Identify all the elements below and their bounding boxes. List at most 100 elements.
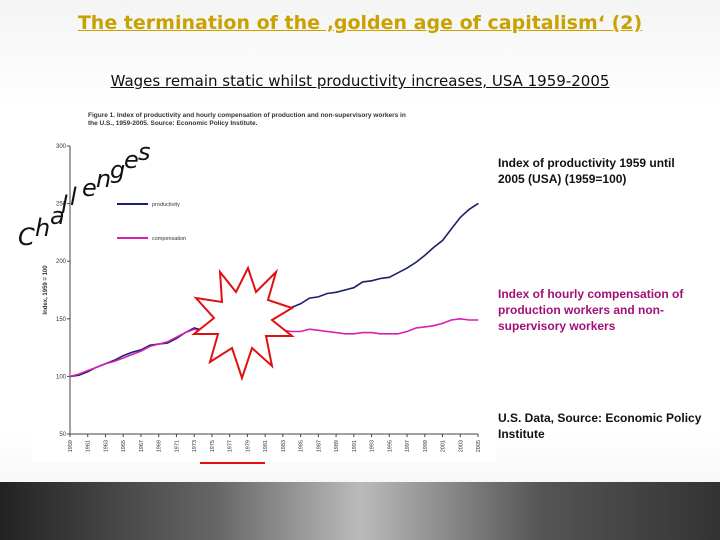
- x-tick-label: 1983: [281, 440, 287, 452]
- data-point-compensation: [397, 333, 399, 335]
- x-tick-label: 1989: [334, 440, 340, 452]
- data-point-productivity: [433, 246, 435, 248]
- figure-caption-line1: Figure 1. Index of productivity and hour…: [88, 112, 406, 119]
- data-point-compensation: [362, 332, 364, 334]
- x-tick-label: 1971: [174, 440, 180, 452]
- data-point-compensation: [308, 328, 311, 330]
- data-point-compensation: [166, 341, 169, 343]
- data-point-productivity: [344, 289, 346, 291]
- data-point-productivity: [362, 281, 364, 283]
- annotation-productivity: Index of productivity 1959 until 2005 (U…: [498, 156, 675, 186]
- data-point-compensation: [87, 370, 89, 372]
- x-tick-label: 1963: [103, 440, 109, 452]
- data-point-compensation: [300, 330, 302, 333]
- data-point-compensation: [477, 319, 479, 321]
- data-point-compensation: [459, 318, 461, 320]
- data-point-compensation: [175, 336, 178, 338]
- data-point-productivity: [441, 239, 444, 242]
- x-tick-label: 1993: [370, 440, 376, 452]
- data-point-compensation: [158, 343, 160, 345]
- x-tick-label: 1965: [121, 440, 127, 452]
- slide-subtitle: Wages remain static whilst productivity …: [110, 72, 610, 90]
- data-point-compensation: [317, 329, 319, 331]
- y-tick-label: 150: [56, 317, 67, 323]
- data-point-productivity: [406, 267, 408, 269]
- data-point-compensation: [468, 319, 470, 321]
- overlay-letter: e: [124, 146, 139, 174]
- x-tick-label: 1969: [157, 440, 163, 452]
- data-point-compensation: [353, 333, 355, 335]
- x-tick-label: 2005: [476, 440, 482, 452]
- x-tick-label: 1981: [263, 440, 269, 452]
- figure-caption: Figure 1. Index of productivity and hour…: [88, 112, 468, 128]
- x-tick-label: 1979: [245, 440, 251, 452]
- data-point-compensation: [184, 332, 186, 334]
- figure-caption-line2: the U.S., 1959-2005. Source: Economic Po…: [88, 120, 258, 127]
- data-point-productivity: [459, 216, 461, 219]
- data-point-compensation: [388, 333, 390, 335]
- data-point-compensation: [96, 366, 98, 368]
- x-tick-label: 1999: [423, 440, 429, 452]
- annotation-compensation: Index of hourly compensation of producti…: [498, 287, 684, 333]
- data-point-compensation: [433, 325, 435, 327]
- data-point-compensation: [424, 326, 426, 328]
- data-point-productivity: [122, 355, 124, 357]
- slide-title: The termination of the ‚golden age of ca…: [77, 12, 643, 34]
- overlay-letter: h: [35, 214, 50, 242]
- data-point-productivity: [477, 203, 479, 205]
- x-tick-label: 1985: [299, 440, 305, 452]
- data-point-productivity: [370, 280, 373, 282]
- overlay-letter: n: [96, 165, 111, 193]
- data-point-compensation: [69, 375, 71, 377]
- y-tick-label: 300: [56, 144, 67, 150]
- data-point-compensation: [140, 350, 142, 352]
- overlay-letter: l: [61, 191, 68, 219]
- overlay-letter: a: [50, 202, 65, 230]
- data-point-compensation: [149, 345, 151, 348]
- data-point-compensation: [131, 353, 133, 356]
- data-point-compensation: [370, 332, 373, 334]
- data-point-productivity: [388, 276, 390, 278]
- x-tick-label: 1973: [192, 440, 198, 452]
- data-point-compensation: [406, 330, 408, 333]
- data-point-compensation: [78, 373, 80, 375]
- data-point-productivity: [397, 272, 399, 274]
- data-point-compensation: [193, 328, 195, 330]
- data-point-compensation: [291, 330, 293, 333]
- x-tick-label: 1961: [86, 440, 92, 452]
- data-point-productivity: [415, 261, 417, 263]
- overlay-letter: l: [70, 183, 77, 211]
- x-tick-label: 1997: [405, 440, 411, 452]
- data-point-compensation: [326, 330, 328, 333]
- footer-photo-strip: [0, 482, 720, 540]
- overlay-letter: C: [18, 223, 35, 251]
- annotation-source: U.S. Data, Source: Economic Policy Insti…: [498, 411, 702, 441]
- data-point-compensation: [441, 322, 444, 325]
- data-point-compensation: [122, 357, 124, 359]
- data-point-compensation: [335, 332, 337, 334]
- data-point-productivity: [326, 292, 328, 295]
- y-tick-label: 100: [56, 374, 67, 380]
- x-tick-label: 1995: [387, 440, 393, 452]
- x-tick-label: 1959: [68, 440, 74, 452]
- x-tick-label: 1977: [228, 440, 234, 452]
- x-tick-label: 1987: [316, 440, 322, 452]
- overlay-letter: g: [110, 156, 125, 184]
- y-tick-label: 250: [56, 202, 67, 208]
- data-point-productivity: [450, 228, 452, 230]
- data-point-productivity: [468, 208, 470, 210]
- data-point-compensation: [104, 363, 107, 365]
- x-tick-label: 1975: [210, 440, 216, 452]
- data-point-productivity: [317, 296, 319, 298]
- data-point-productivity: [379, 277, 382, 280]
- data-point-compensation: [379, 333, 382, 335]
- x-tick-label: 2001: [441, 440, 447, 452]
- data-point-productivity: [131, 351, 133, 353]
- y-tick-label: 50: [59, 432, 66, 438]
- data-point-compensation: [344, 333, 346, 335]
- overlay-letter: s: [138, 138, 151, 166]
- x-tick-label: 2003: [458, 440, 464, 452]
- data-point-productivity: [353, 287, 355, 289]
- data-point-productivity: [193, 327, 195, 329]
